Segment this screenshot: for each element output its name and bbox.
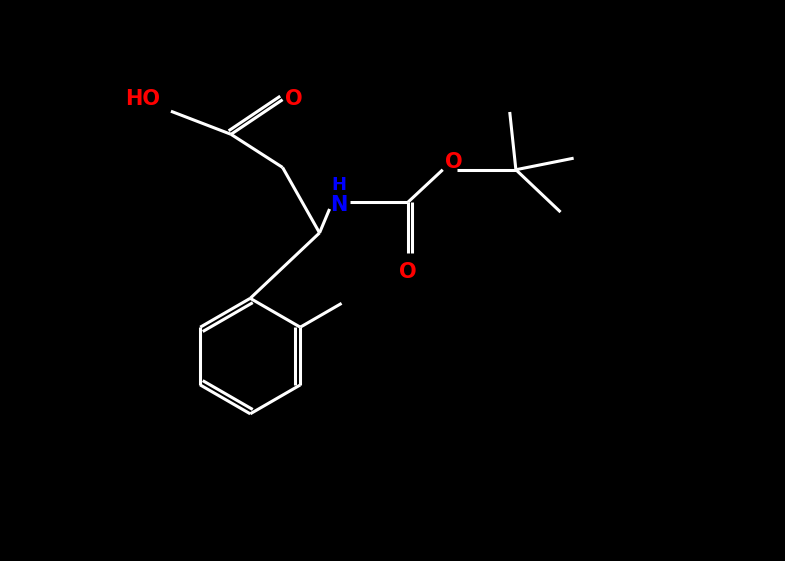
- Text: HO: HO: [125, 89, 160, 109]
- Text: O: O: [285, 89, 303, 109]
- Text: N: N: [330, 195, 348, 215]
- Text: H: H: [331, 176, 346, 194]
- Text: O: O: [400, 262, 417, 282]
- Text: O: O: [445, 152, 463, 172]
